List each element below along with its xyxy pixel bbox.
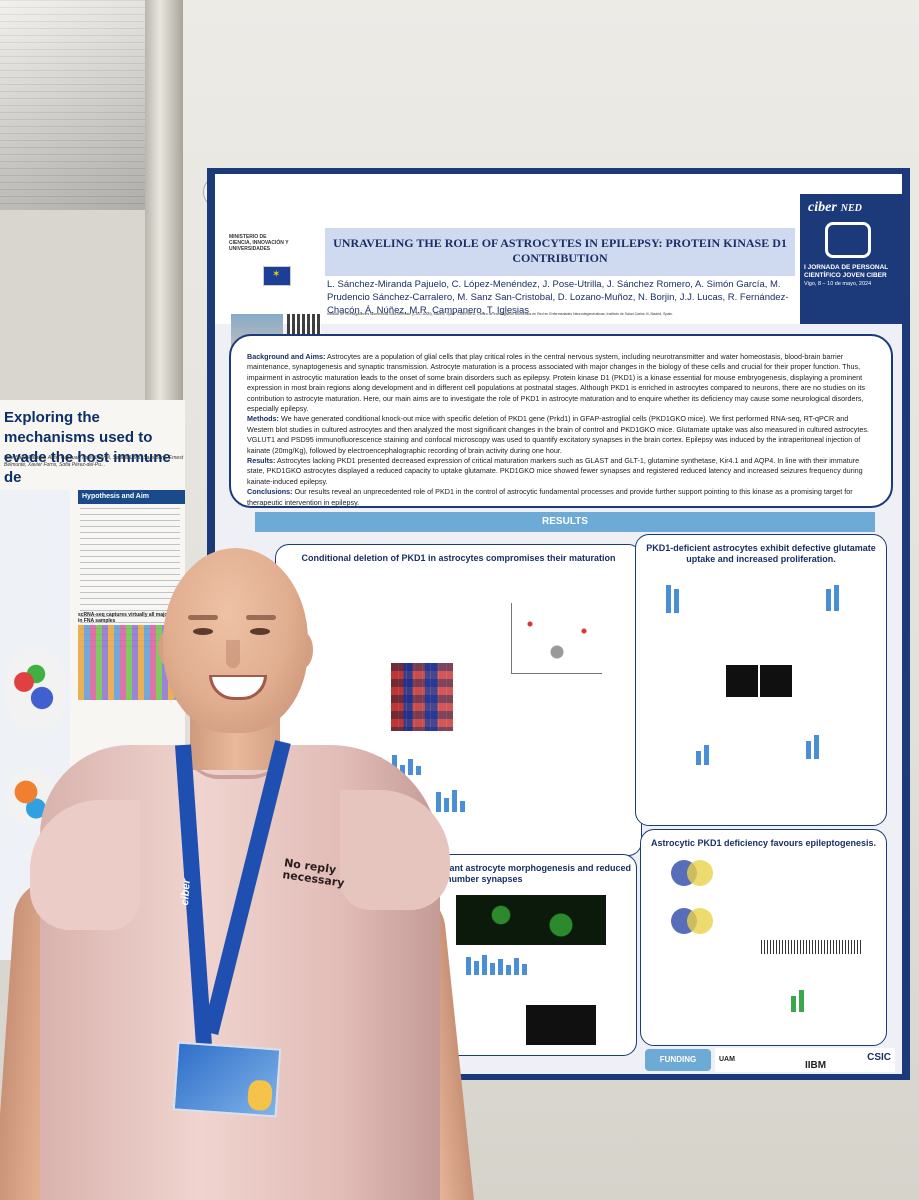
event-logo-icon — [825, 222, 871, 258]
poster-header: MINISTERIO DE CIENCIA, INNOVACIÓN Y UNIV… — [215, 174, 902, 324]
eyebrow-right — [246, 615, 276, 620]
funding-heading: FUNDING — [645, 1049, 711, 1071]
lanyard-brand: ciber — [179, 878, 193, 906]
poster-affiliations: Instituto de Investigaciones Biomédicas … — [327, 312, 674, 316]
tshirt-collar — [185, 745, 285, 779]
poster-institution-logos: MINISTERIO DE CIENCIA, INNOVACIÓN Y UNIV… — [229, 234, 291, 304]
left-poster-title: Exploring the mechanisms used to evade t… — [4, 409, 171, 486]
results-panel-epileptogenesis: Astrocytic PKD1 deficiency favours epile… — [640, 829, 887, 1046]
ned-wordmark: NED — [840, 203, 862, 214]
microscopy-image — [726, 665, 758, 697]
eye-right — [250, 628, 270, 635]
left-poster-section-heading: Hypothesis and Aim — [78, 490, 185, 504]
head — [163, 548, 308, 733]
event-info: I JORNADA DE PERSONAL CIENTÍFICO JOVEN C… — [804, 264, 900, 288]
badge-mascot-icon — [246, 1079, 273, 1112]
uam-logo: UAM — [719, 1056, 735, 1063]
bar-graph-figure — [466, 955, 527, 975]
bar-graph-figure-2 — [436, 790, 465, 812]
abstract-conclusions: Conclusions: Our results reveal an unpre… — [247, 487, 853, 507]
tshirt-sleeve-left — [30, 800, 140, 930]
name-badge — [172, 1041, 282, 1118]
results-panel-glutamate: PKD1-deficient astrocytes exhibit defect… — [635, 534, 887, 826]
eeg-trace-figure — [761, 940, 861, 954]
bar-graph-figure — [791, 990, 804, 1012]
eyebrow-left — [188, 615, 218, 620]
panel-title: Astrocytic PKD1 deficiency favours epile… — [650, 838, 877, 848]
csic-logo: CSIC — [867, 1052, 891, 1063]
heatmap-figure — [391, 663, 453, 731]
abstract-methods: Methods: We have generated conditional k… — [247, 414, 869, 455]
eu-flag-icon — [263, 266, 291, 286]
left-poster-panel-caption: scRNA-seq captures virtually all major c… — [78, 612, 182, 624]
abstract-box: Background and Aims: Astrocytes are a po… — [229, 334, 893, 508]
ceiling-shadow — [0, 0, 160, 210]
panel-title: rant astrocyte morphogenesis and reduced… — [446, 863, 632, 884]
venn-circle-4 — [687, 908, 713, 934]
ciber-wordmark: ciber — [808, 200, 837, 215]
bar-graph-figure-4 — [806, 735, 819, 759]
poster-title: UNRAVELING THE ROLE OF ASTROCYTES IN EPI… — [325, 228, 795, 276]
ciber-logo: ciber NED — [800, 194, 902, 216]
microscopy-image — [526, 1005, 596, 1045]
poster-authors: L. Sánchez-Miranda Pajuelo, C. López-Men… — [327, 279, 789, 316]
event-name: I JORNADA DE PERSONAL CIENTÍFICO JOVEN C… — [804, 264, 889, 279]
panel-title: Conditional deletion of PKD1 in astrocyt… — [301, 553, 616, 563]
main-poster: MINISTERIO DE CIENCIA, INNOVACIÓN Y UNIV… — [207, 168, 910, 1080]
venn-circle-2 — [687, 860, 713, 886]
ciber-logo-block: ciber NED I JORNADA DE PERSONAL CIENTÍFIC… — [800, 194, 902, 324]
abstract-results: Results: Astrocytes lacking PKD1 present… — [247, 456, 863, 486]
microscopy-image-2 — [760, 665, 792, 697]
abstract-background: Background and Aims: Astrocytes are a po… — [247, 352, 865, 414]
poster-body: MINISTERIO DE CIENCIA, INNOVACIÓN Y UNIV… — [215, 174, 902, 1074]
eye-left — [193, 628, 213, 635]
volcano-plot-figure — [511, 603, 602, 674]
bar-graph-figure-3 — [696, 745, 709, 765]
left-poster-authors: Ione Sanz-Palomo, Anna Pascual, Thais Le… — [4, 455, 184, 468]
confocal-image-grid — [456, 895, 606, 945]
bar-graph-figure-2 — [826, 585, 839, 611]
tshirt-sleeve-right — [340, 790, 450, 910]
results-heading: RESULTS — [255, 512, 875, 532]
ministry-logo: MINISTERIO DE CIENCIA, INNOVACIÓN Y UNIV… — [229, 234, 289, 252]
left-poster-umap-plot — [6, 650, 66, 730]
iibm-logo: IIBM — [805, 1060, 827, 1071]
event-date: Vigo, 8 – 10 de mayo, 2024 — [804, 281, 872, 287]
bar-graph-figure — [666, 585, 679, 613]
nose — [226, 640, 240, 668]
panel-title: PKD1-deficient astrocytes exhibit defect… — [646, 543, 876, 564]
funding-logos: UAM IIBM CSIC — [715, 1048, 895, 1072]
